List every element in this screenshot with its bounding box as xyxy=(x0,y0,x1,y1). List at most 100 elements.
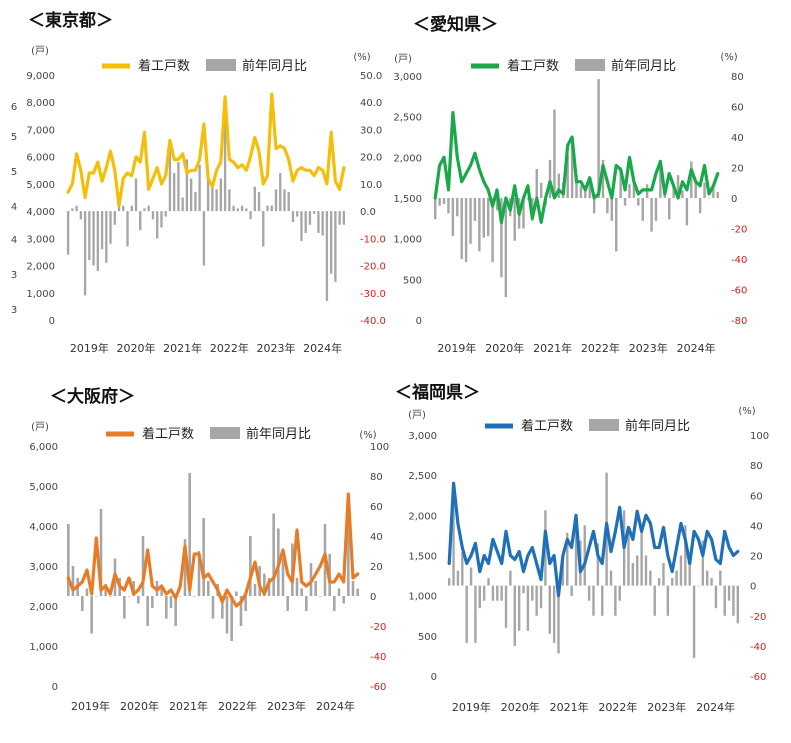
yoy-bar xyxy=(79,211,83,220)
yoy-bar xyxy=(584,185,587,198)
right-tick-label: 60 xyxy=(370,502,383,513)
legend: 着工戸数 前年同月比 xyxy=(485,418,690,434)
yoy-bar xyxy=(123,596,126,619)
x-tick-label: 2022年 xyxy=(218,699,257,713)
yoy-bar xyxy=(95,596,98,597)
aichi-chart-svg: ＜愛知県＞ (戸) (%) 着工戸数 前年同月比 0 500 1,000 1,500 2,000 2… xyxy=(393,14,747,355)
left-tick-label: 7,000 xyxy=(26,125,55,136)
left-tick-label: 4,000 xyxy=(29,522,58,533)
left-tick-label: 0 xyxy=(52,682,58,693)
yoy-bar xyxy=(225,596,229,634)
yoy-bar xyxy=(548,585,551,634)
x-tick-label: 2022年 xyxy=(210,341,249,355)
yoy-bar xyxy=(304,211,307,233)
right-tick-label: 40 xyxy=(731,133,744,144)
left-tick-label: 500 xyxy=(418,632,437,643)
right-tick-label: -60 xyxy=(731,286,747,297)
yoy-bar xyxy=(509,570,512,586)
left-tick-label: 3,000 xyxy=(29,562,58,573)
yoy-bar xyxy=(692,585,696,658)
x-tick-label: 2021年 xyxy=(533,341,572,355)
yoy-bar xyxy=(496,585,499,601)
yoy-bar xyxy=(618,585,621,601)
yoy-bar xyxy=(198,164,201,212)
yoy-bar xyxy=(249,211,252,220)
yoy-bar xyxy=(539,585,543,609)
yoy-bar xyxy=(465,585,468,643)
yoy-bar xyxy=(714,585,718,609)
left-tick-label: 4,000 xyxy=(26,207,55,218)
yoy-bar xyxy=(676,175,680,198)
yoy-bar xyxy=(253,584,257,596)
yoy-bar xyxy=(487,578,490,586)
yoy-bar xyxy=(96,211,99,271)
x-tick-label: 2024年 xyxy=(316,699,355,713)
yoy-bar xyxy=(236,208,239,212)
yoy-bar xyxy=(81,596,84,611)
yoy-bar xyxy=(146,596,149,626)
stray-axis-label: 4 xyxy=(11,235,17,246)
yoy-bar xyxy=(694,182,697,198)
yoy-bar xyxy=(286,596,289,611)
yoy-bar xyxy=(681,190,684,198)
left-tick-label: 5,000 xyxy=(29,482,58,493)
yoy-bar xyxy=(300,211,303,242)
yoy-bar xyxy=(137,596,140,604)
yoy-bar xyxy=(151,596,154,608)
yoy-bar xyxy=(151,211,155,220)
yoy-bar xyxy=(83,211,87,296)
yoy-bar xyxy=(221,596,224,619)
legend-bar-label: 前年同月比 xyxy=(625,418,690,434)
yoy-bar xyxy=(342,211,346,225)
yoy-bar xyxy=(641,198,644,221)
yoy-bar xyxy=(513,198,516,241)
left-tick-label: 1,000 xyxy=(26,289,55,300)
yoy-bar xyxy=(99,509,103,596)
yoy-bar xyxy=(517,585,521,631)
yoy-bar xyxy=(712,184,715,198)
right-tick-label: 20 xyxy=(750,552,763,563)
x-tick-label: 2021年 xyxy=(163,341,202,355)
left-tick-label: 6,000 xyxy=(26,153,55,164)
yoy-bar xyxy=(461,552,464,586)
x-tick-label: 2024年 xyxy=(303,341,342,355)
legend: 着工戸数 前年同月比 xyxy=(471,58,676,74)
right-tick-label: -60 xyxy=(750,672,766,683)
yoy-bar xyxy=(105,211,108,263)
left-axis-unit: (戸) xyxy=(31,421,49,433)
bar-series xyxy=(433,79,720,298)
yoy-bar xyxy=(257,192,261,212)
yoy-bar xyxy=(71,566,75,596)
yoy-bar xyxy=(557,585,560,654)
yoy-bar xyxy=(654,198,658,221)
yoy-bar xyxy=(433,198,437,220)
right-tick-label: 80 xyxy=(750,461,763,472)
yoy-bar xyxy=(139,211,142,231)
right-tick-label: -20 xyxy=(750,612,766,623)
yoy-bar xyxy=(337,588,341,596)
yoy-bar xyxy=(447,198,450,214)
left-tick-label: 2,000 xyxy=(393,153,422,164)
yoy-bar xyxy=(675,570,678,586)
yoy-bar xyxy=(92,211,95,266)
yoy-bar xyxy=(610,198,614,221)
yoy-bar xyxy=(491,198,494,263)
x-tick-label: 2022年 xyxy=(581,341,620,355)
yoy-bar xyxy=(90,596,93,634)
yoy-bar xyxy=(160,211,163,228)
yoy-bar xyxy=(351,581,355,596)
yoy-bar xyxy=(703,182,706,198)
x-tick-label: 2019年 xyxy=(70,341,109,355)
yoy-bar xyxy=(727,585,731,601)
yoy-bar xyxy=(566,532,569,586)
fukuoka-chart-panel: ＜福岡県＞ (戸) (%) 着工戸数 前年同月比 0 500 1,000 1,500 2,000 2… xyxy=(395,378,790,743)
left-tick-label: 9,000 xyxy=(26,71,55,82)
yoy-bar xyxy=(710,578,713,586)
yoy-bar xyxy=(211,596,215,619)
yoy-bar xyxy=(317,211,320,233)
legend-line-label: 着工戸数 xyxy=(507,58,559,74)
yoy-bar xyxy=(67,524,70,596)
left-axis-unit: (戸) xyxy=(31,45,49,57)
left-tick-label: 2,500 xyxy=(393,113,422,124)
left-tick-label: 1,000 xyxy=(408,592,437,603)
